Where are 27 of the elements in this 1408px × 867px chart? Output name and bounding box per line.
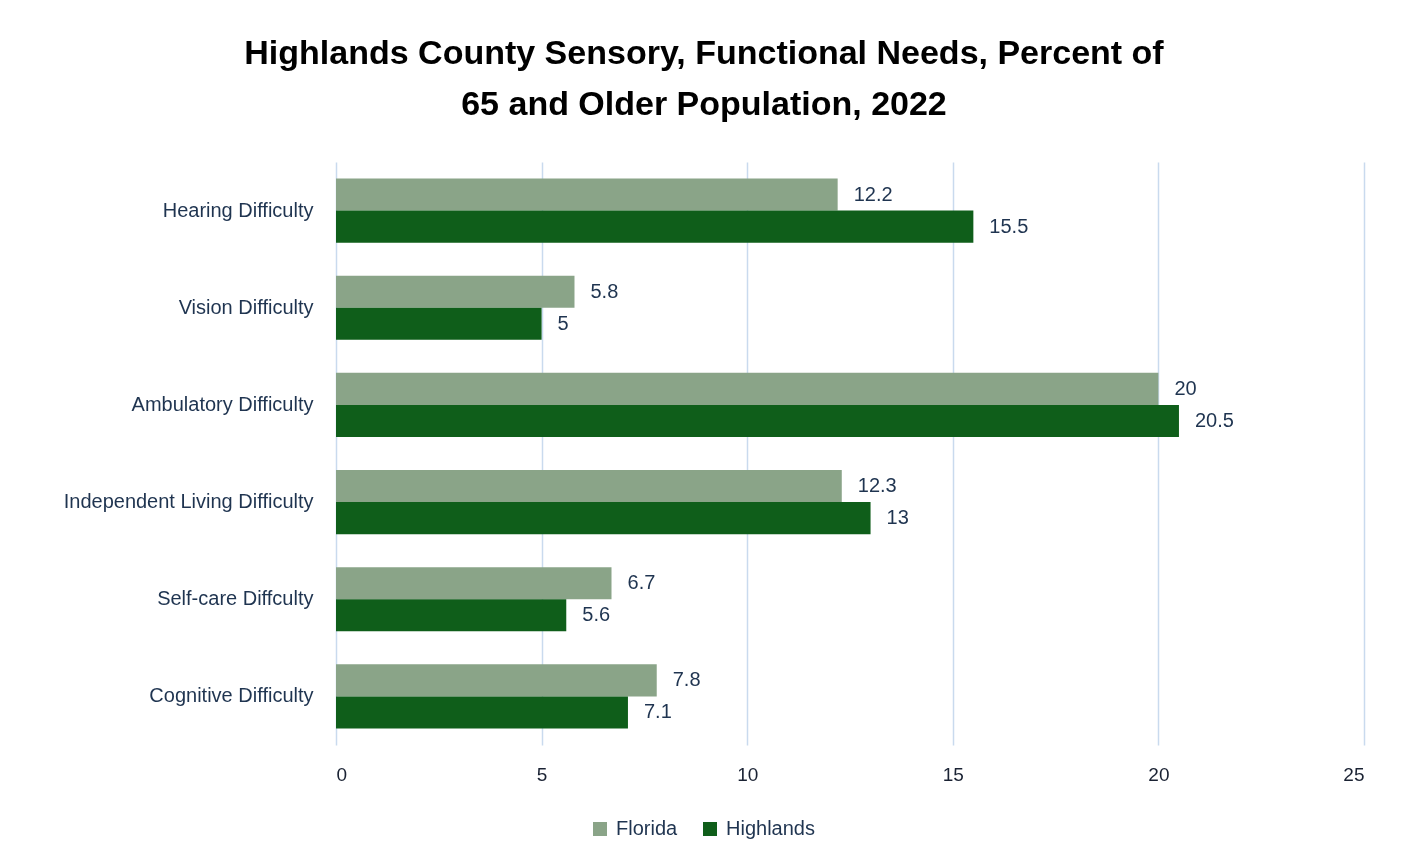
- data-label: 5: [557, 311, 569, 334]
- data-label: 12.2: [853, 182, 893, 205]
- x-tick-label: 20: [1148, 763, 1170, 785]
- data-label: 15.5: [989, 214, 1029, 237]
- legend-label: Florida: [616, 817, 679, 839]
- x-tick-label: 15: [942, 763, 964, 785]
- data-label: 5.6: [582, 603, 611, 626]
- x-tick-label: 10: [737, 763, 759, 785]
- data-label: 6.7: [627, 571, 656, 594]
- legend-label: Highlands: [726, 817, 815, 839]
- data-label: 20: [1174, 376, 1197, 399]
- data-label: 20.5: [1194, 408, 1234, 431]
- x-tick-label: 0: [336, 763, 348, 785]
- y-tick-label: Vision Difficulty: [178, 295, 314, 318]
- x-tick-label: 5: [536, 763, 548, 785]
- data-label: 7.8: [672, 668, 701, 691]
- y-tick-label: Self-care Diffculty: [157, 587, 314, 610]
- chart-title: Highlands County Sensory, Functional Needs, Percent of 65 and Older Population, 2022: [244, 33, 1165, 122]
- y-tick-label: Hearing Difficulty: [162, 198, 314, 221]
- data-label: 7.1: [643, 700, 672, 723]
- y-tick-label: Ambulatory Difficulty: [131, 392, 314, 415]
- data-label: 5.8: [590, 279, 619, 302]
- x-tick-label: 25: [1343, 763, 1365, 785]
- data-label: 13: [886, 506, 909, 529]
- y-tick-label: Cognitive Difficulty: [149, 684, 314, 707]
- y-tick-label: Independent Living Difficulty: [63, 490, 314, 513]
- data-label: 12.3: [857, 474, 897, 497]
